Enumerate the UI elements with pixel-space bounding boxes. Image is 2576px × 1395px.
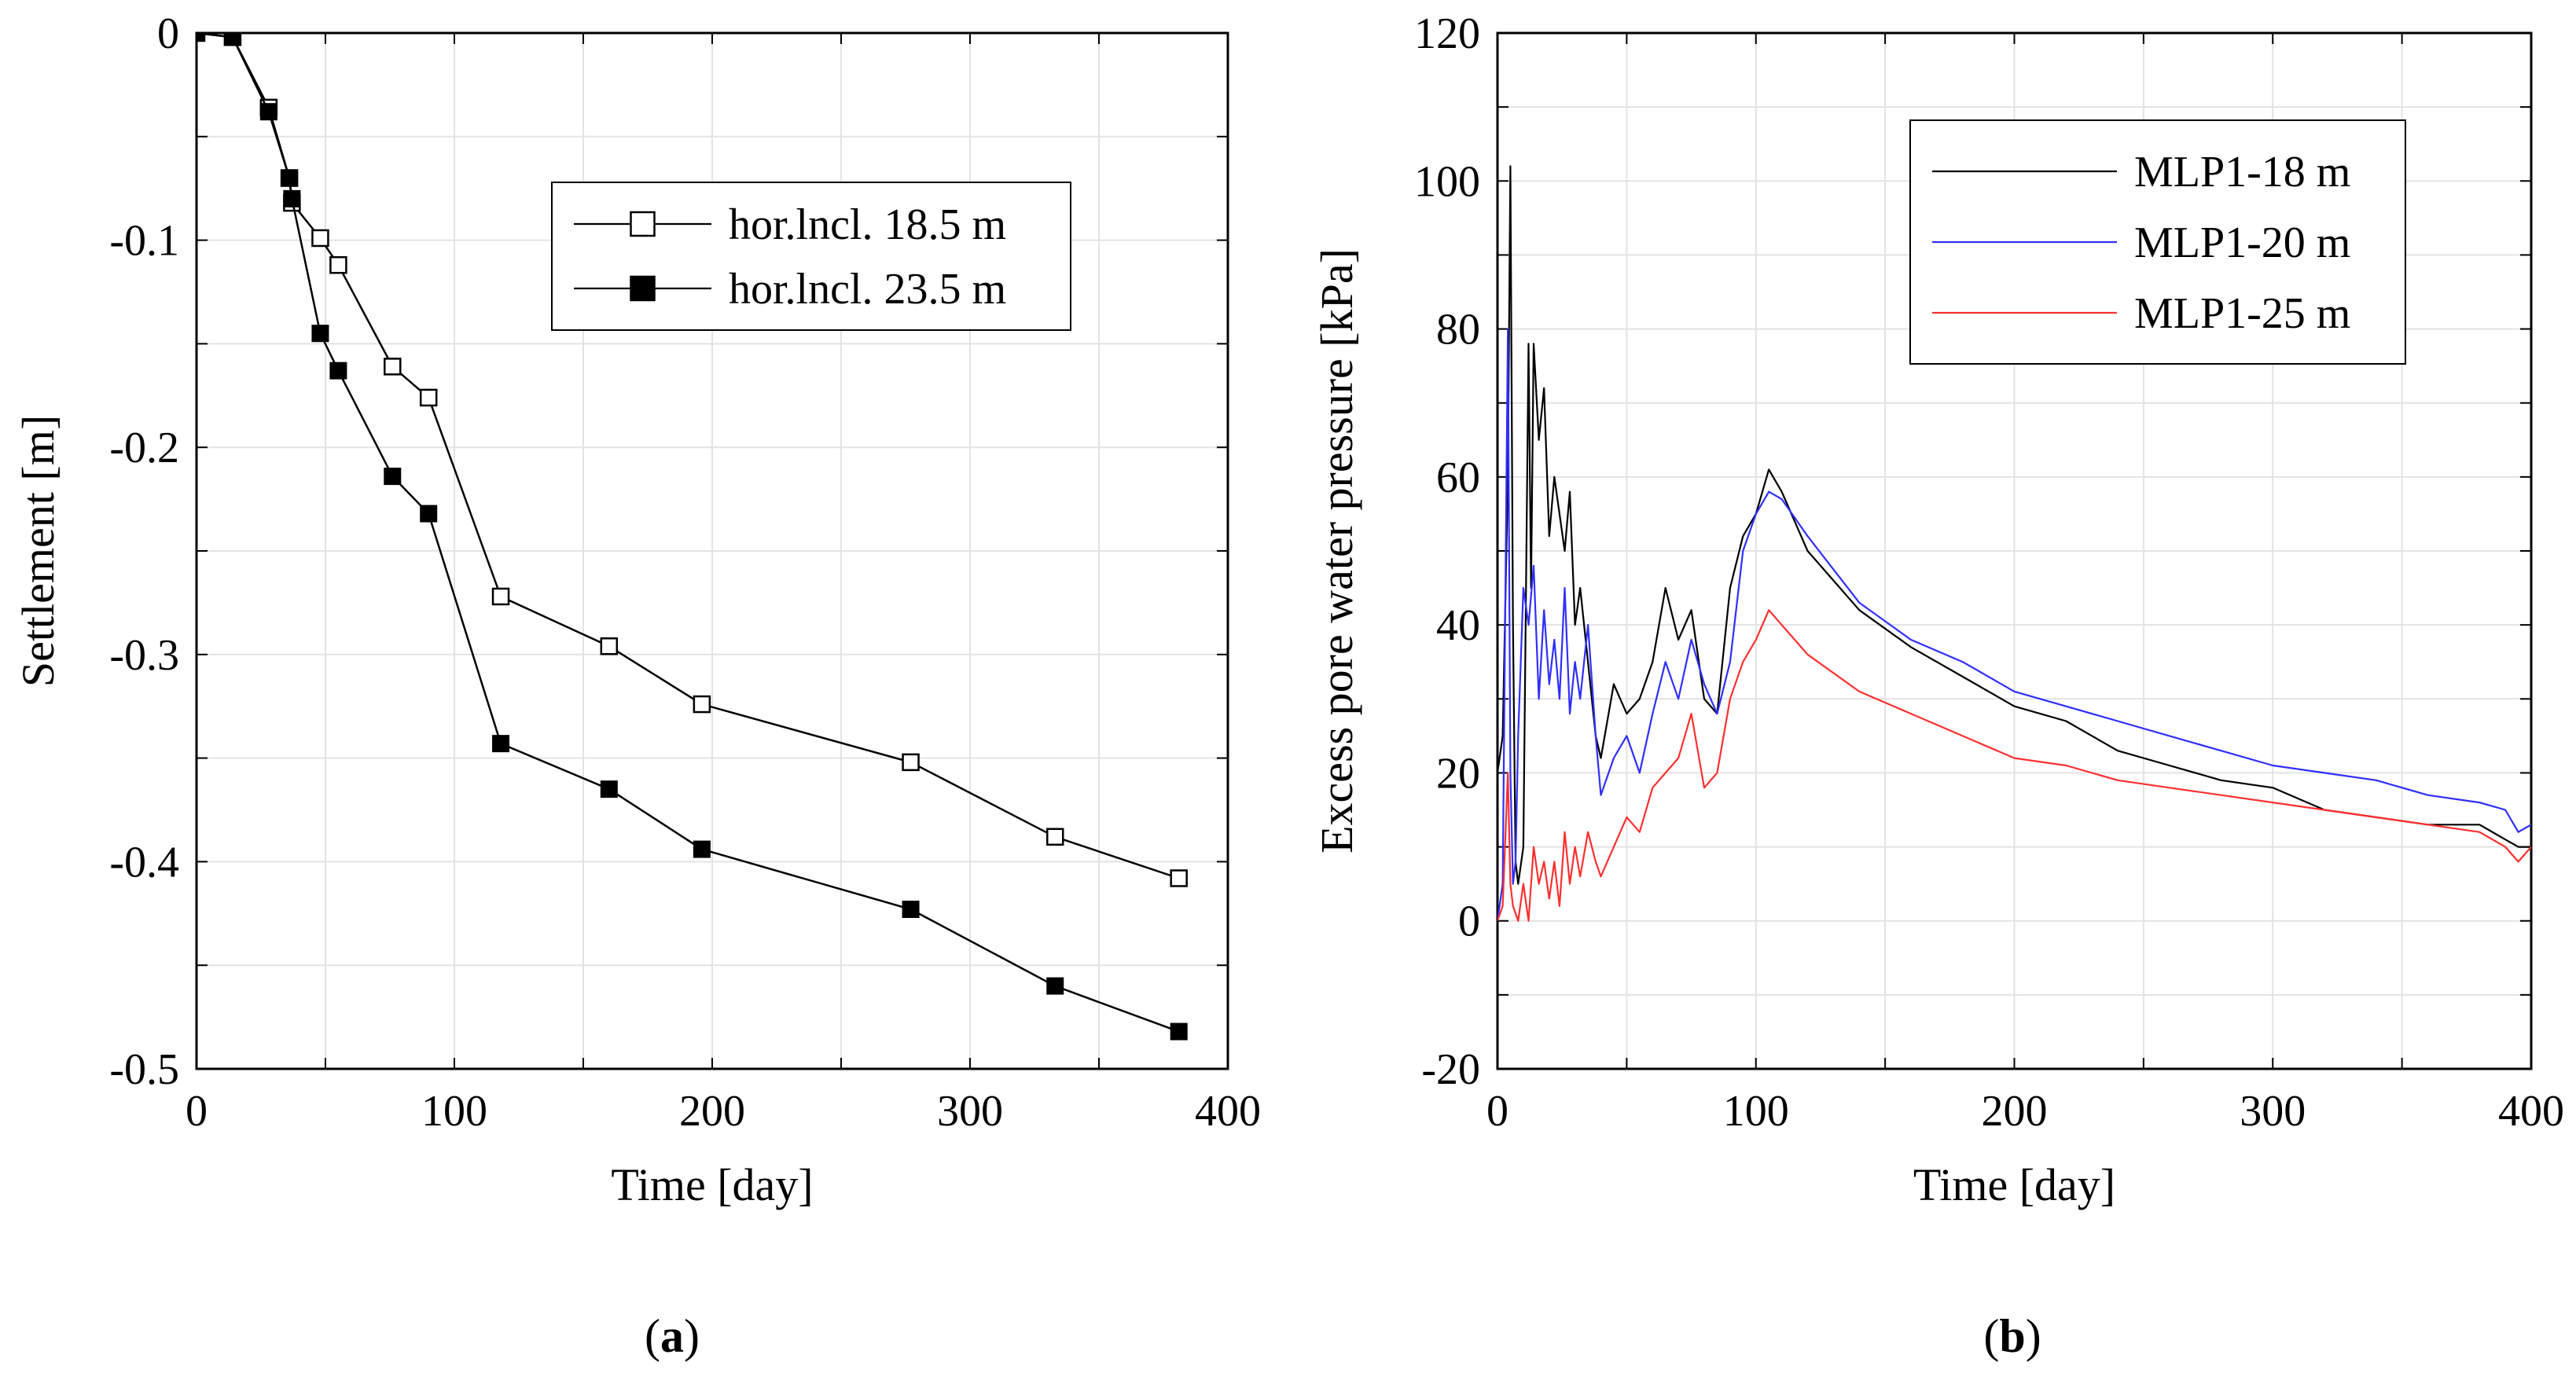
x-tick-label: 0: [1486, 1087, 1508, 1136]
data-point-filled-square: [420, 505, 438, 523]
data-point-filled-square: [1046, 977, 1064, 995]
y-tick-label: -0.2: [109, 424, 179, 472]
panel-caption: (a): [645, 1310, 700, 1362]
panel-caption-part: b: [1999, 1310, 2025, 1362]
x-tick-label: 100: [1723, 1087, 1789, 1136]
data-point-filled-square: [223, 33, 241, 46]
data-point-open-square: [1170, 869, 1188, 887]
y-axis-label: Settlement [m]: [13, 415, 64, 687]
data-point-filled-square: [329, 362, 347, 380]
series-2: [1497, 328, 2531, 921]
y-tick-label: 40: [1436, 601, 1480, 650]
legend-label: MLP1-20 m: [2134, 218, 2350, 267]
legend-label: hor.lncl. 18.5 m: [729, 200, 1006, 249]
x-axis-label: Time [day]: [1913, 1159, 2115, 1210]
y-tick-label: 0: [1458, 898, 1480, 946]
legend-marker: [630, 275, 656, 302]
data-point-filled-square: [384, 468, 402, 486]
y-tick-label: -0.5: [109, 1045, 179, 1094]
plot-frame: [195, 31, 1229, 1070]
data-point-filled-square: [259, 103, 277, 121]
legend-label: hor.lncl. 23.5 m: [729, 265, 1006, 314]
panel-caption: (b): [1983, 1310, 2041, 1362]
legend: hor.lncl. 18.5 m hor.lncl. 23.5 m: [551, 182, 1071, 331]
y-tick-label: -20: [1421, 1045, 1480, 1094]
series-line: [197, 33, 1180, 879]
legend-marker: [630, 211, 656, 237]
y-tick-label: -0.1: [109, 217, 179, 266]
data-point-filled-square: [311, 325, 329, 343]
series-1: [197, 33, 1188, 887]
x-tick-label: 100: [421, 1087, 487, 1136]
data-point-open-square: [329, 255, 347, 274]
y-tick-label: 80: [1436, 306, 1480, 354]
series-1: [1497, 165, 2531, 885]
x-tick-label: 400: [1195, 1087, 1261, 1136]
y-tick-label: 100: [1414, 157, 1480, 206]
y-tick-label: -0.4: [109, 838, 179, 887]
x-axis-label: Time [day]: [611, 1159, 813, 1210]
x-tick-label: 300: [2240, 1087, 2306, 1136]
data-point-filled-square: [283, 189, 301, 207]
data-point-open-square: [384, 358, 402, 376]
data-point-filled-square: [693, 840, 711, 858]
data-point-open-square: [693, 695, 711, 714]
y-tick-label: -0.3: [109, 631, 179, 680]
data-point-open-square: [902, 753, 920, 772]
series-3: [1497, 609, 2531, 922]
y-axis-label: Excess pore water pressure [kPa]: [1311, 248, 1362, 854]
data-point-filled-square: [197, 33, 205, 42]
legend-label: MLP1-25 m: [2134, 289, 2350, 338]
plot-frame: [1496, 31, 2533, 1070]
y-tick-label: 120: [1414, 9, 1480, 58]
panel-caption-part: a: [660, 1310, 684, 1362]
data-point-open-square: [419, 388, 438, 407]
data-point-open-square: [600, 637, 619, 655]
data-point-open-square: [491, 587, 510, 606]
panel-caption-part: (: [645, 1310, 660, 1362]
x-tick-label: 200: [1982, 1087, 2048, 1136]
y-tick-label: 0: [157, 9, 179, 58]
data-point-filled-square: [281, 169, 299, 187]
x-tick-label: 200: [679, 1087, 745, 1136]
data-point-filled-square: [600, 780, 618, 798]
x-tick-label: 0: [186, 1087, 208, 1136]
series-line: [1497, 609, 2531, 922]
x-tick-label: 400: [2498, 1087, 2564, 1136]
legend: MLP1-18 m MLP1-20 m MLP1-25 m: [1909, 119, 2406, 365]
data-point-filled-square: [492, 735, 510, 753]
y-tick-label: 20: [1436, 749, 1480, 798]
legend-box: [551, 182, 1071, 331]
x-tick-label: 300: [937, 1087, 1003, 1136]
data-point-filled-square: [902, 901, 920, 919]
panel-caption-part: ): [2026, 1310, 2041, 1362]
data-point-open-square: [311, 229, 329, 248]
panel-a-settlement-chart: 0 100 200 300 400 0 -0.1 -0.2 -0.3 -0.4 -0.5 Time […: [13, 9, 1261, 1362]
legend-label: MLP1-18 m: [2134, 148, 2350, 196]
data-point-open-square: [1045, 828, 1064, 846]
series-line: [1497, 165, 2531, 885]
series-2: [197, 33, 1188, 1041]
panel-caption-part: (: [1983, 1310, 1999, 1362]
series-line: [1497, 328, 2531, 921]
data-point-filled-square: [1170, 1022, 1188, 1041]
panel-caption-part: ): [684, 1310, 700, 1362]
y-tick-label: 60: [1436, 453, 1480, 502]
